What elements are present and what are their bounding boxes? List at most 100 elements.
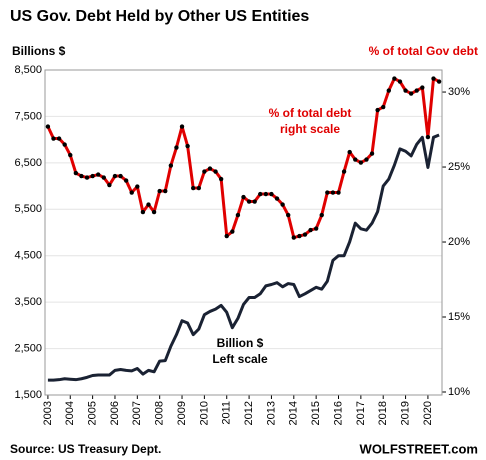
x-tick-label: 2009 bbox=[176, 401, 188, 425]
annotation: % of total debt bbox=[269, 106, 352, 120]
point bbox=[274, 196, 280, 201]
point bbox=[280, 202, 285, 207]
y-tick-label: 4,500 bbox=[14, 250, 42, 262]
point bbox=[330, 190, 336, 195]
point bbox=[202, 169, 207, 174]
point bbox=[96, 172, 101, 177]
point bbox=[163, 188, 168, 194]
y-tick-label: 5,500 bbox=[14, 203, 42, 215]
brand: WOLFSTREET.com bbox=[360, 441, 478, 456]
x-tick-label: 2007 bbox=[131, 401, 143, 425]
point bbox=[107, 182, 112, 188]
point bbox=[84, 175, 90, 180]
point bbox=[386, 88, 391, 93]
point bbox=[51, 136, 56, 141]
point bbox=[246, 199, 252, 204]
plot-frame bbox=[44, 69, 443, 396]
point bbox=[297, 233, 302, 239]
x-tick-label: 2018 bbox=[377, 401, 389, 425]
source: Source: US Treasury Dept. bbox=[10, 442, 161, 456]
annotation: Billion $ bbox=[217, 336, 264, 350]
point bbox=[431, 76, 436, 81]
y-tick-label: 7,500 bbox=[14, 110, 42, 122]
point bbox=[101, 175, 106, 180]
annotation: Left scale bbox=[212, 352, 268, 366]
point bbox=[157, 188, 162, 194]
y-tick-label: 2,500 bbox=[14, 342, 42, 354]
series-line bbox=[46, 77, 440, 240]
point bbox=[185, 143, 190, 149]
y-tick-label: 3,500 bbox=[14, 296, 42, 308]
point bbox=[381, 104, 386, 110]
point bbox=[62, 142, 67, 147]
point bbox=[358, 160, 364, 165]
point bbox=[408, 91, 414, 96]
point bbox=[263, 191, 269, 197]
point bbox=[118, 173, 123, 179]
y-tick-label: 1,500 bbox=[14, 389, 42, 401]
y2-tick-label: 20% bbox=[448, 236, 470, 248]
point bbox=[403, 88, 408, 93]
point bbox=[414, 88, 419, 93]
point bbox=[325, 190, 330, 195]
x-tick-label: 2015 bbox=[310, 401, 322, 425]
x-tick-label: 2010 bbox=[198, 401, 210, 425]
point bbox=[336, 190, 341, 195]
point bbox=[90, 173, 95, 179]
point bbox=[319, 212, 324, 218]
point bbox=[45, 124, 51, 129]
x-tick-label: 2006 bbox=[109, 401, 121, 425]
point bbox=[191, 185, 196, 191]
point bbox=[353, 157, 358, 162]
chart-title: US Gov. Debt Held by Other US Entities bbox=[10, 8, 309, 25]
point bbox=[123, 178, 129, 183]
point bbox=[174, 145, 179, 150]
x-tick-label: 2008 bbox=[154, 401, 166, 425]
point bbox=[302, 232, 308, 237]
point bbox=[135, 184, 140, 189]
point bbox=[112, 173, 118, 179]
point bbox=[375, 107, 380, 113]
x-tick-label: 2012 bbox=[243, 401, 255, 425]
x-tick-label: 2005 bbox=[87, 401, 99, 425]
y2-tick-label: 30% bbox=[448, 86, 470, 98]
point bbox=[151, 209, 157, 215]
point bbox=[140, 209, 146, 215]
y-tick-label: 6,500 bbox=[14, 157, 42, 169]
point bbox=[269, 191, 274, 197]
point bbox=[425, 134, 431, 140]
point bbox=[286, 212, 291, 218]
point bbox=[79, 173, 84, 179]
x-tick-label: 2011 bbox=[221, 401, 233, 425]
point bbox=[213, 169, 218, 174]
y2-tick-label: 10% bbox=[448, 386, 470, 398]
point bbox=[235, 212, 241, 218]
point bbox=[146, 202, 151, 207]
y2-tick-label: 25% bbox=[448, 161, 470, 173]
point bbox=[397, 79, 403, 84]
point bbox=[68, 152, 73, 158]
point bbox=[291, 235, 296, 240]
point bbox=[369, 151, 375, 156]
y-tick-label: 8,500 bbox=[14, 64, 42, 76]
y2-tick-label: 15% bbox=[448, 311, 470, 323]
point bbox=[436, 79, 442, 84]
point bbox=[196, 185, 201, 191]
point bbox=[179, 124, 185, 129]
point bbox=[129, 190, 134, 195]
x-tick-label: 2019 bbox=[399, 401, 411, 425]
point bbox=[313, 226, 319, 231]
annotation: right scale bbox=[280, 122, 340, 136]
y-axis-label: Billions $ bbox=[12, 44, 66, 58]
point bbox=[308, 227, 313, 233]
point bbox=[252, 199, 257, 204]
x-tick-label: 2016 bbox=[332, 401, 344, 425]
x-tick-label: 2014 bbox=[288, 401, 300, 425]
point bbox=[218, 176, 224, 182]
x-tick-label: 2013 bbox=[265, 401, 277, 425]
point bbox=[73, 170, 79, 176]
x-tick-label: 2020 bbox=[422, 401, 434, 425]
y2-axis-label: % of total Gov debt bbox=[369, 44, 478, 58]
point bbox=[56, 136, 62, 141]
